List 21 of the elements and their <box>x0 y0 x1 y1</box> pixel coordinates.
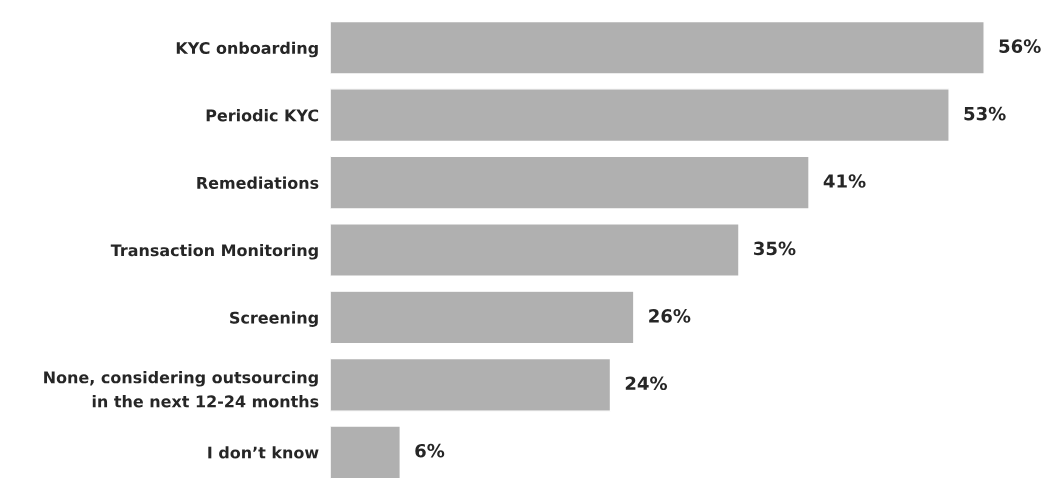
bar <box>330 155 810 210</box>
y-tick-label: Remediations <box>197 176 319 189</box>
y-tick-label: Transaction Monitoring <box>110 243 318 260</box>
bar <box>330 20 985 75</box>
y-tick-label: Periodic KYC <box>206 109 319 122</box>
data-label: 6% <box>415 443 445 458</box>
bar <box>330 223 740 278</box>
data-label: 24% <box>625 376 668 391</box>
bar <box>330 425 401 480</box>
y-tick-label: Screening <box>230 311 318 327</box>
bar <box>330 357 612 412</box>
bar <box>330 88 950 143</box>
y-tick-label: I don’t know <box>208 446 319 459</box>
data-label: 35% <box>754 241 796 256</box>
data-label: 53% <box>964 106 1006 121</box>
data-label: 41% <box>823 174 866 188</box>
bar <box>330 290 635 345</box>
y-tick-label: KYC onboarding <box>176 41 318 58</box>
data-label: 26% <box>649 309 691 323</box>
y-tick-label: None, considering outsourcing in the next 12-24 months <box>44 371 319 408</box>
data-label: 56% <box>999 39 1041 53</box>
